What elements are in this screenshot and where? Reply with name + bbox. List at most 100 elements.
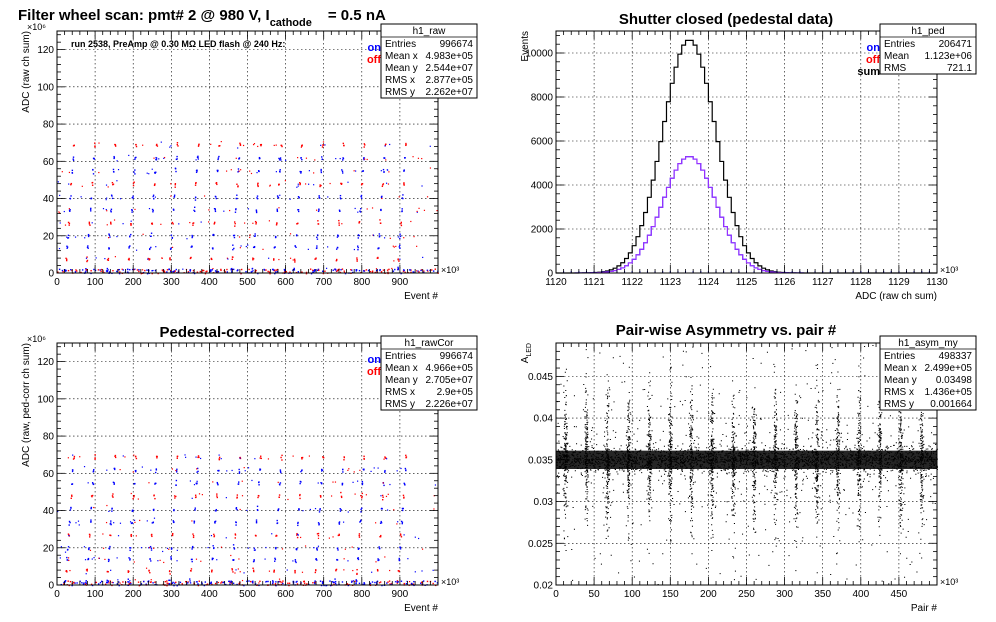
data-point (380, 522, 383, 524)
data-point (194, 210, 196, 213)
data-point (168, 548, 170, 550)
data-point (313, 547, 315, 549)
data-point (372, 234, 375, 236)
data-point (155, 246, 157, 248)
data-point (207, 546, 209, 549)
data-point (69, 208, 71, 211)
data-point (322, 141, 325, 143)
data-point (378, 582, 381, 584)
data-point (155, 469, 158, 471)
data-point (106, 571, 109, 573)
data-point (292, 259, 294, 261)
title-main: Filter wheel scan: pmt# 2 @ 980 V, I (18, 7, 270, 24)
data-point (110, 208, 113, 211)
data-point (408, 269, 411, 271)
data-point (342, 172, 344, 174)
data-point (94, 454, 96, 456)
data-point (288, 582, 291, 584)
data-point (87, 245, 89, 247)
data-point (234, 211, 237, 213)
legend-on: on (368, 42, 382, 54)
data-point (358, 582, 361, 585)
data-point (116, 160, 118, 162)
data-point (210, 535, 213, 537)
data-point (170, 145, 172, 147)
data-point (238, 582, 240, 585)
data-point (232, 244, 234, 246)
data-point (335, 569, 337, 572)
data-point (107, 269, 109, 271)
data-point (340, 495, 343, 498)
data-point (85, 257, 88, 259)
data-point (175, 170, 177, 173)
data-point (433, 508, 435, 510)
data-point (211, 557, 214, 560)
data-point (388, 171, 390, 173)
stats-value: 721.1 (947, 63, 972, 74)
data-point (127, 581, 129, 583)
data-point (356, 260, 358, 262)
data-point (400, 222, 402, 225)
data-point (260, 457, 262, 460)
data-point (190, 568, 193, 570)
data-point (324, 270, 326, 272)
data-point (189, 270, 191, 272)
stats-box (879, 335, 977, 411)
data-point (217, 581, 220, 584)
data-point (403, 269, 405, 272)
data-point (106, 270, 108, 273)
data-point (81, 582, 83, 584)
data-point (334, 268, 337, 271)
data-point (401, 509, 404, 512)
data-point (256, 505, 259, 508)
data-point (198, 580, 200, 582)
data-point (303, 580, 306, 582)
data-point (108, 510, 110, 512)
data-point (357, 248, 359, 251)
data-point (297, 196, 300, 198)
data-point (216, 496, 218, 499)
data-point (122, 581, 124, 583)
data-point (67, 221, 70, 224)
data-point (364, 144, 366, 146)
data-point (385, 495, 388, 498)
data-point (65, 269, 67, 272)
data-point (246, 580, 248, 583)
y-tick-label: 6000 (531, 137, 554, 148)
data-point (240, 268, 243, 271)
data-point (362, 170, 364, 172)
data-point (267, 580, 269, 583)
data-point (257, 182, 259, 184)
data-point (131, 196, 133, 199)
data-point (176, 457, 178, 459)
data-point (384, 456, 386, 458)
data-point (324, 144, 326, 146)
data-point (336, 270, 338, 272)
data-point (87, 482, 89, 484)
data-point (380, 520, 382, 523)
data-point (191, 245, 193, 247)
data-point (381, 584, 383, 587)
data-point (230, 269, 233, 271)
data-point (273, 269, 275, 271)
data-point (295, 561, 297, 564)
data-point (360, 197, 363, 199)
data-point (236, 183, 238, 185)
data-point (155, 144, 158, 146)
data-point (214, 582, 217, 585)
panel-raw: Filter wheel scan: pmt# 2 @ 980 V, Icath… (18, 7, 478, 302)
data-point (192, 536, 195, 539)
data-point (168, 583, 171, 585)
data-point (152, 521, 155, 523)
data-point (169, 270, 172, 273)
data-point (116, 270, 118, 273)
data-point (384, 145, 386, 147)
data-point (90, 197, 92, 200)
data-point (421, 157, 423, 160)
data-point (127, 578, 129, 580)
y-axis-label: ADC (raw ch sum) (21, 31, 32, 113)
data-point (299, 183, 301, 186)
data-point (398, 570, 400, 572)
data-point (312, 582, 314, 584)
data-point (281, 145, 283, 148)
